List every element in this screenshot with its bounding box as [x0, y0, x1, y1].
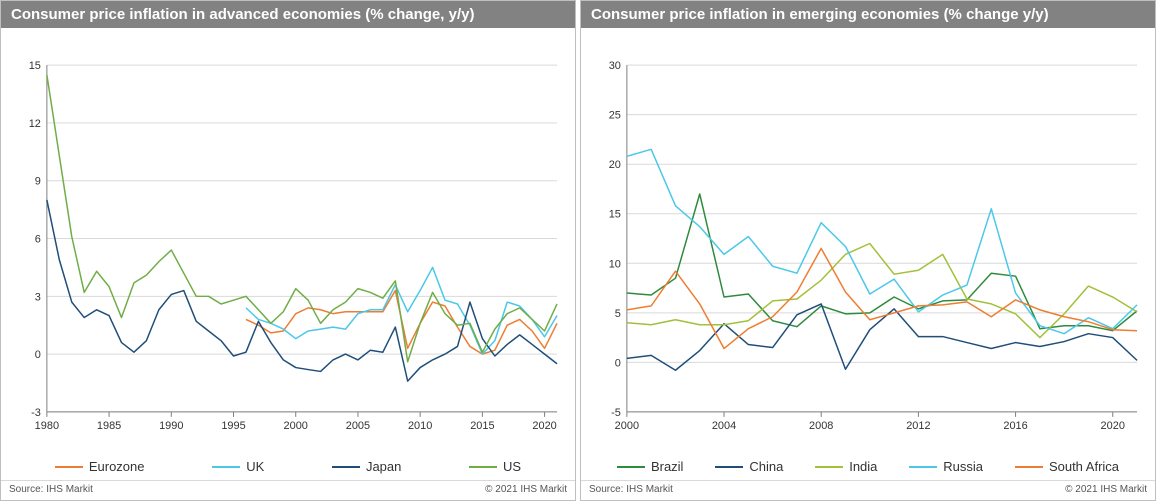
legend-label: US [503, 459, 521, 474]
svg-text:6: 6 [35, 234, 41, 246]
svg-text:2008: 2008 [809, 420, 833, 432]
legend-label: China [749, 459, 783, 474]
svg-text:25: 25 [609, 110, 621, 122]
panel-title: Consumer price inflation in advanced eco… [1, 1, 575, 28]
svg-text:15: 15 [29, 60, 41, 72]
legend-item: Eurozone [55, 459, 145, 474]
legend-swatch [469, 466, 497, 468]
legend-swatch [212, 466, 240, 468]
footer-emerging: Source: IHS Markit © 2021 IHS Markit [581, 480, 1155, 500]
legend-swatch [815, 466, 843, 468]
series-line [627, 244, 1137, 338]
panel-title: Consumer price inflation in emerging eco… [581, 1, 1155, 28]
svg-text:2010: 2010 [408, 420, 432, 432]
svg-text:-5: -5 [611, 407, 621, 419]
source-text: Source: IHS Markit [589, 484, 673, 495]
legend-item: US [469, 459, 521, 474]
copyright-text: © 2021 IHS Markit [1065, 484, 1147, 495]
svg-text:2015: 2015 [470, 420, 494, 432]
svg-text:0: 0 [615, 357, 621, 369]
svg-text:1995: 1995 [221, 420, 245, 432]
svg-text:1990: 1990 [159, 420, 183, 432]
svg-text:0: 0 [35, 349, 41, 361]
source-text: Source: IHS Markit [9, 484, 93, 495]
legend-label: India [849, 459, 877, 474]
legend-swatch [1015, 466, 1043, 468]
chart-area-advanced: -3 0 3 6 9 12 15 1980 1985 1990 1995 2000 2005 2010 20… [1, 28, 575, 453]
legend-swatch [909, 466, 937, 468]
legend-item: India [815, 459, 877, 474]
chart-area-emerging: -5 0 5 10 15 20 25 30 2000 2004 2008 2012 2016 2020 [581, 28, 1155, 453]
svg-text:9: 9 [35, 176, 41, 188]
svg-text:1985: 1985 [97, 420, 121, 432]
svg-text:2012: 2012 [906, 420, 930, 432]
legend-item: Brazil [617, 459, 684, 474]
svg-text:12: 12 [29, 118, 41, 130]
series-line [627, 304, 1137, 370]
svg-text:10: 10 [609, 258, 621, 270]
legend-advanced: Eurozone UK Japan US [1, 453, 575, 480]
svg-text:2005: 2005 [346, 420, 370, 432]
series-line [627, 149, 1137, 333]
footer-advanced: Source: IHS Markit © 2021 IHS Markit [1, 480, 575, 500]
svg-text:3: 3 [35, 291, 41, 303]
copyright-text: © 2021 IHS Markit [485, 484, 567, 495]
legend-label: Russia [943, 459, 983, 474]
legend-swatch [715, 466, 743, 468]
svg-text:2004: 2004 [712, 420, 736, 432]
svg-text:2000: 2000 [284, 420, 308, 432]
legend-label: Brazil [651, 459, 684, 474]
legend-label: Japan [366, 459, 401, 474]
svg-text:2020: 2020 [532, 420, 556, 432]
chart-svg-emerging: -5 0 5 10 15 20 25 30 2000 2004 2008 2012 2016 2020 [589, 36, 1147, 453]
panel-advanced: Consumer price inflation in advanced eco… [0, 0, 576, 501]
legend-emerging: Brazil China India Russia South Africa [581, 453, 1155, 480]
legend-swatch [332, 466, 360, 468]
legend-item: UK [212, 459, 264, 474]
legend-item: China [715, 459, 783, 474]
svg-text:2000: 2000 [615, 420, 639, 432]
legend-label: South Africa [1049, 459, 1119, 474]
series-line [47, 75, 557, 362]
legend-label: Eurozone [89, 459, 145, 474]
svg-text:30: 30 [609, 60, 621, 72]
legend-item: Russia [909, 459, 983, 474]
svg-text:2020: 2020 [1101, 420, 1125, 432]
svg-text:20: 20 [609, 159, 621, 171]
panel-emerging: Consumer price inflation in emerging eco… [580, 0, 1156, 501]
legend-item: Japan [332, 459, 401, 474]
svg-text:-3: -3 [31, 407, 41, 419]
svg-text:1980: 1980 [35, 420, 59, 432]
legend-swatch [617, 466, 645, 468]
svg-text:2016: 2016 [1003, 420, 1027, 432]
legend-label: UK [246, 459, 264, 474]
legend-item: South Africa [1015, 459, 1119, 474]
svg-text:5: 5 [615, 308, 621, 320]
legend-swatch [55, 466, 83, 468]
svg-text:15: 15 [609, 209, 621, 221]
chart-svg-advanced: -3 0 3 6 9 12 15 1980 1985 1990 1995 2000 2005 2010 20… [9, 36, 567, 453]
